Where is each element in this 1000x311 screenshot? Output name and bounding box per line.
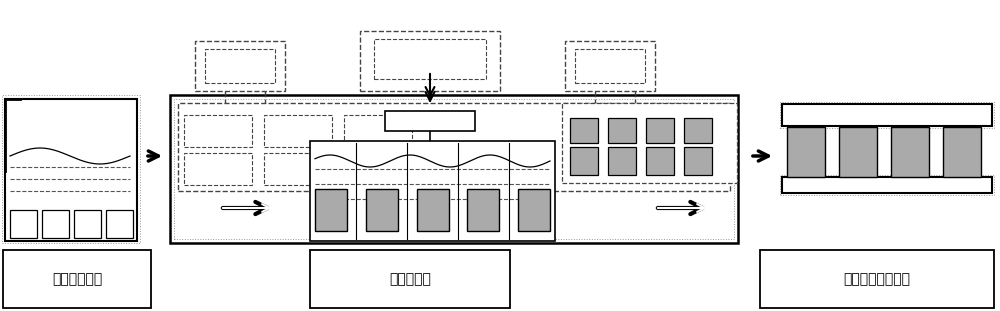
Bar [344, 153, 412, 185]
Bar [310, 141, 555, 241]
Bar [570, 118, 598, 143]
Text: 磁体表面清洁: 磁体表面清洁 [52, 272, 102, 286]
Bar [416, 189, 448, 231]
Bar [10, 210, 37, 238]
Bar [184, 153, 252, 185]
Bar [310, 250, 510, 308]
Bar [366, 189, 398, 231]
Bar [264, 115, 332, 147]
Bar [565, 41, 655, 91]
Bar [360, 31, 500, 91]
Bar [646, 118, 674, 143]
Bar [787, 127, 825, 177]
Bar [195, 41, 285, 91]
Bar [467, 189, 499, 231]
Bar [782, 104, 992, 126]
Bar [178, 103, 730, 191]
Bar [205, 49, 275, 83]
Bar [264, 153, 332, 185]
Bar [174, 99, 734, 239]
Bar [315, 189, 347, 231]
Bar [106, 210, 133, 238]
Bar [684, 147, 712, 175]
Bar [518, 189, 550, 231]
Bar [760, 250, 994, 308]
Bar [782, 177, 992, 193]
Bar [385, 111, 475, 131]
Bar [374, 39, 486, 79]
Bar [562, 103, 737, 183]
Bar [684, 118, 712, 143]
Bar [780, 102, 994, 128]
Bar [2, 95, 140, 243]
Bar [42, 210, 69, 238]
Bar [170, 95, 738, 243]
Bar [780, 175, 994, 195]
Bar [184, 115, 252, 147]
Bar [608, 118, 636, 143]
Bar [891, 127, 929, 177]
Text: 热浸镀处理: 热浸镀处理 [389, 272, 431, 286]
Bar [344, 115, 412, 147]
Text: 扩散及退火热处理: 扩散及退火热处理 [844, 272, 910, 286]
Bar [575, 49, 645, 83]
Bar [74, 210, 101, 238]
Bar [570, 147, 598, 175]
Bar [608, 147, 636, 175]
Bar [646, 147, 674, 175]
Bar [943, 127, 981, 177]
Bar [839, 127, 877, 177]
Bar [3, 250, 151, 308]
Bar [5, 99, 137, 241]
